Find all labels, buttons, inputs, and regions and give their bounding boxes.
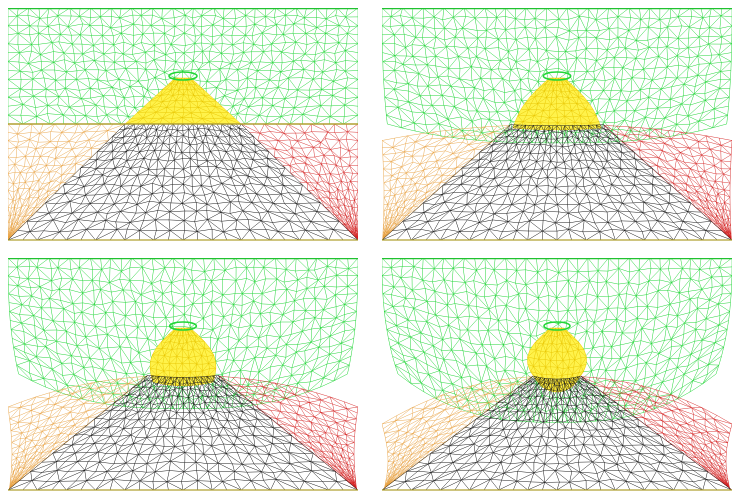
insert-mesh: [149, 327, 217, 387]
mesh-group: [8, 258, 358, 491]
center-mesh: [382, 375, 732, 491]
panel-stage-4: [382, 258, 732, 494]
panel-stage-3: [8, 258, 358, 494]
mesh-group: [382, 8, 732, 241]
left-wedge-mesh: [382, 376, 534, 491]
panel-stage-1: [8, 8, 358, 244]
center-mesh: [8, 375, 358, 491]
insert-cap: [543, 321, 571, 331]
mesh-canvas-1: [8, 8, 358, 244]
center-mesh: [382, 124, 732, 241]
insert-cap: [168, 321, 198, 331]
mesh-canvas-4: [382, 258, 732, 494]
left-wedge-mesh: [382, 125, 511, 241]
mesh-group: [8, 8, 358, 241]
insert-mesh: [124, 77, 242, 125]
insert-cap: [542, 71, 572, 81]
left-wedge-mesh: [8, 376, 148, 491]
mesh-group: [382, 258, 732, 491]
mesh-canvas-3: [8, 258, 358, 494]
mesh-canvas-2: [382, 8, 732, 244]
insert-cap: [168, 71, 198, 81]
panel-stage-2: [382, 8, 732, 244]
